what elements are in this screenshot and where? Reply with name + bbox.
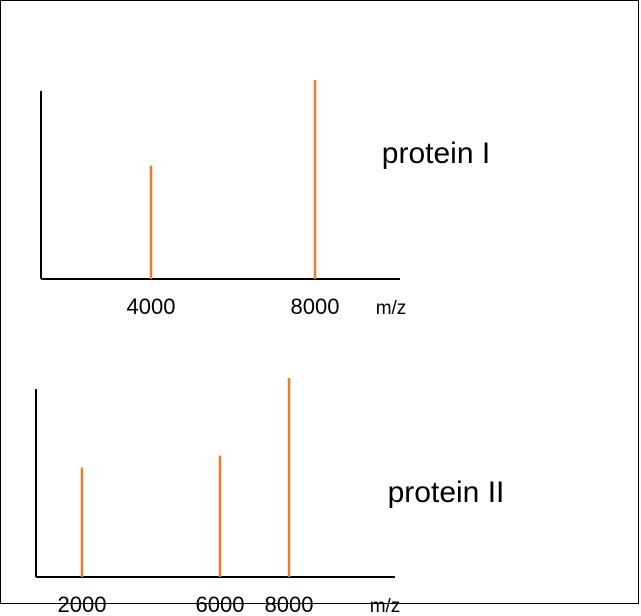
- protein-1-tick-8000: 8000: [291, 294, 340, 319]
- protein-2-title: protein II: [388, 476, 505, 509]
- figure-frame: [0, 0, 639, 604]
- protein-1-title: protein I: [382, 137, 490, 170]
- protein-2-tick-6000: 6000: [196, 592, 245, 616]
- protein-2-tick-8000: 8000: [265, 592, 314, 616]
- protein-1-tick-4000: 4000: [127, 294, 176, 319]
- protein-2-x-axis-label: m/z: [370, 596, 401, 616]
- protein-2-tick-2000: 2000: [58, 592, 107, 616]
- protein-1-x-axis-label: m/z: [376, 298, 407, 319]
